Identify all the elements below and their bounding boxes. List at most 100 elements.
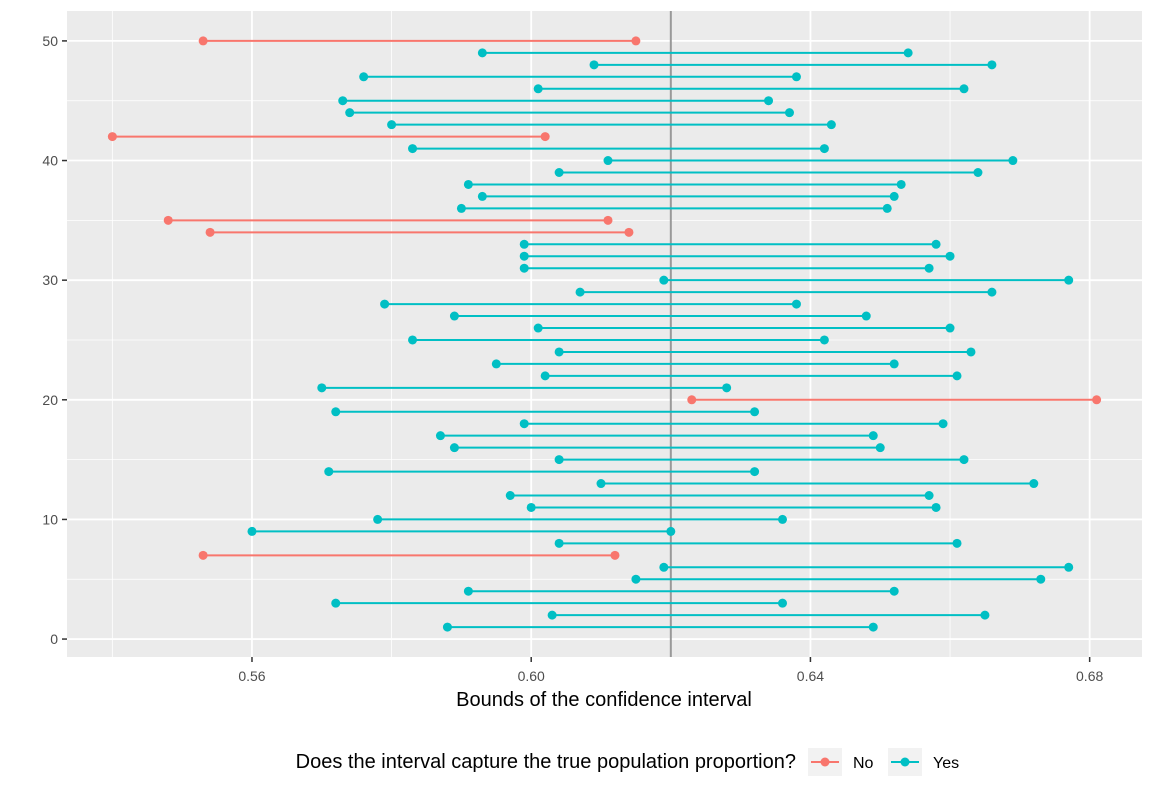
interval-lower-point [596, 479, 606, 489]
interval-lower-point [408, 335, 418, 345]
y-tick-label: 30 [42, 272, 58, 288]
legend: Does the interval capture the true popul… [296, 748, 959, 776]
interval-lower-point [554, 168, 564, 177]
interval-upper-point [722, 383, 732, 393]
interval-upper-point [882, 203, 892, 213]
interval-lower-point [198, 36, 208, 46]
interval-segments [112, 39, 1097, 629]
interval-upper-point [889, 191, 899, 201]
interval-upper-point [861, 311, 871, 321]
interval-lower-point [317, 383, 327, 393]
interval-lower-point [107, 132, 117, 142]
interval-lower-point [373, 514, 383, 524]
interval-lower-point [519, 251, 529, 261]
interval-upper-point [791, 72, 801, 82]
interval-upper-point [540, 132, 550, 142]
y-tick-label: 50 [42, 33, 58, 49]
interval-upper-point [924, 491, 934, 500]
interval-upper-point [666, 526, 676, 536]
interval-upper-point [987, 287, 997, 297]
interval-upper-point [952, 371, 962, 381]
interval-lower-point [331, 598, 341, 608]
interval-upper-point [624, 227, 634, 237]
interval-lower-point [505, 491, 515, 500]
x-axis: 0.56 0.60 0.64 0.68 [238, 657, 1103, 684]
interval-upper-point [1064, 275, 1074, 285]
interval-lower-point [519, 239, 529, 249]
interval-lower-point [477, 48, 487, 58]
x-tick-label: 0.64 [797, 668, 824, 684]
x-tick-label: 0.56 [238, 668, 265, 684]
interval-upper-point [952, 538, 962, 548]
interval-upper-point [924, 263, 934, 273]
interval-lower-point [247, 526, 257, 536]
interval-lower-point [631, 574, 641, 584]
interval-upper-point [868, 431, 878, 441]
interval-upper-point [1064, 562, 1074, 572]
interval-upper-point [819, 144, 829, 154]
interval-upper-point [931, 502, 941, 512]
interval-upper-point [938, 419, 948, 429]
interval-upper-point [1008, 156, 1018, 166]
interval-upper-point [764, 96, 774, 106]
interval-upper-point [959, 455, 969, 465]
interval-lower-point [449, 443, 459, 453]
interval-lower-point [338, 96, 348, 106]
interval-lower-point [449, 311, 459, 321]
interval-lower-point [589, 60, 599, 70]
interval-lower-point [408, 144, 418, 154]
interval-lower-point [205, 227, 215, 237]
interval-lower-point [387, 120, 397, 130]
legend-entries: No Yes [808, 748, 959, 776]
interval-upper-point [1036, 574, 1046, 584]
interval-upper-point [868, 622, 878, 632]
interval-endpoints [107, 36, 1102, 632]
interval-lower-point [491, 359, 501, 369]
y-tick-label: 10 [42, 511, 58, 527]
interval-lower-point [554, 455, 564, 465]
interval-lower-point [575, 287, 585, 297]
interval-lower-point [345, 108, 355, 118]
interval-upper-point [959, 84, 969, 94]
interval-upper-point [819, 335, 829, 345]
interval-lower-point [603, 156, 613, 166]
interval-upper-point [966, 347, 976, 357]
interval-lower-point [324, 467, 334, 477]
x-axis-title: Bounds of the confidence interval [456, 689, 752, 711]
interval-lower-point [463, 586, 473, 596]
interval-upper-point [980, 610, 990, 620]
interval-lower-point [554, 538, 564, 548]
y-tick-label: 20 [42, 392, 58, 408]
interval-upper-point [603, 215, 613, 225]
interval-upper-point [931, 239, 941, 249]
interval-upper-point [1092, 395, 1102, 405]
legend-key-point [900, 757, 910, 767]
interval-lower-point [526, 502, 536, 512]
plot-panel [67, 11, 1142, 657]
interval-upper-point [945, 251, 955, 261]
interval-lower-point [331, 407, 341, 417]
x-tick-label: 0.60 [518, 668, 545, 684]
legend-key-no [808, 748, 842, 776]
interval-lower-point [442, 622, 452, 632]
interval-upper-point [987, 60, 997, 70]
interval-upper-point [750, 407, 760, 417]
interval-lower-point [435, 431, 445, 441]
interval-upper-point [791, 299, 801, 309]
interval-lower-point [519, 419, 529, 429]
interval-lower-point [163, 215, 173, 225]
interval-upper-point [778, 598, 788, 608]
legend-key-point [820, 757, 830, 767]
interval-upper-point [750, 467, 760, 477]
interval-lower-point [659, 275, 669, 285]
interval-lower-point [456, 203, 466, 213]
interval-upper-point [875, 443, 885, 453]
interval-lower-point [533, 323, 543, 333]
legend-title: Does the interval capture the true popul… [296, 751, 796, 773]
legend-label: No [853, 755, 874, 772]
interval-upper-point [973, 168, 983, 177]
interval-upper-point [903, 48, 913, 58]
interval-lower-point [477, 191, 487, 201]
interval-upper-point [889, 586, 899, 596]
interval-upper-point [631, 36, 641, 46]
